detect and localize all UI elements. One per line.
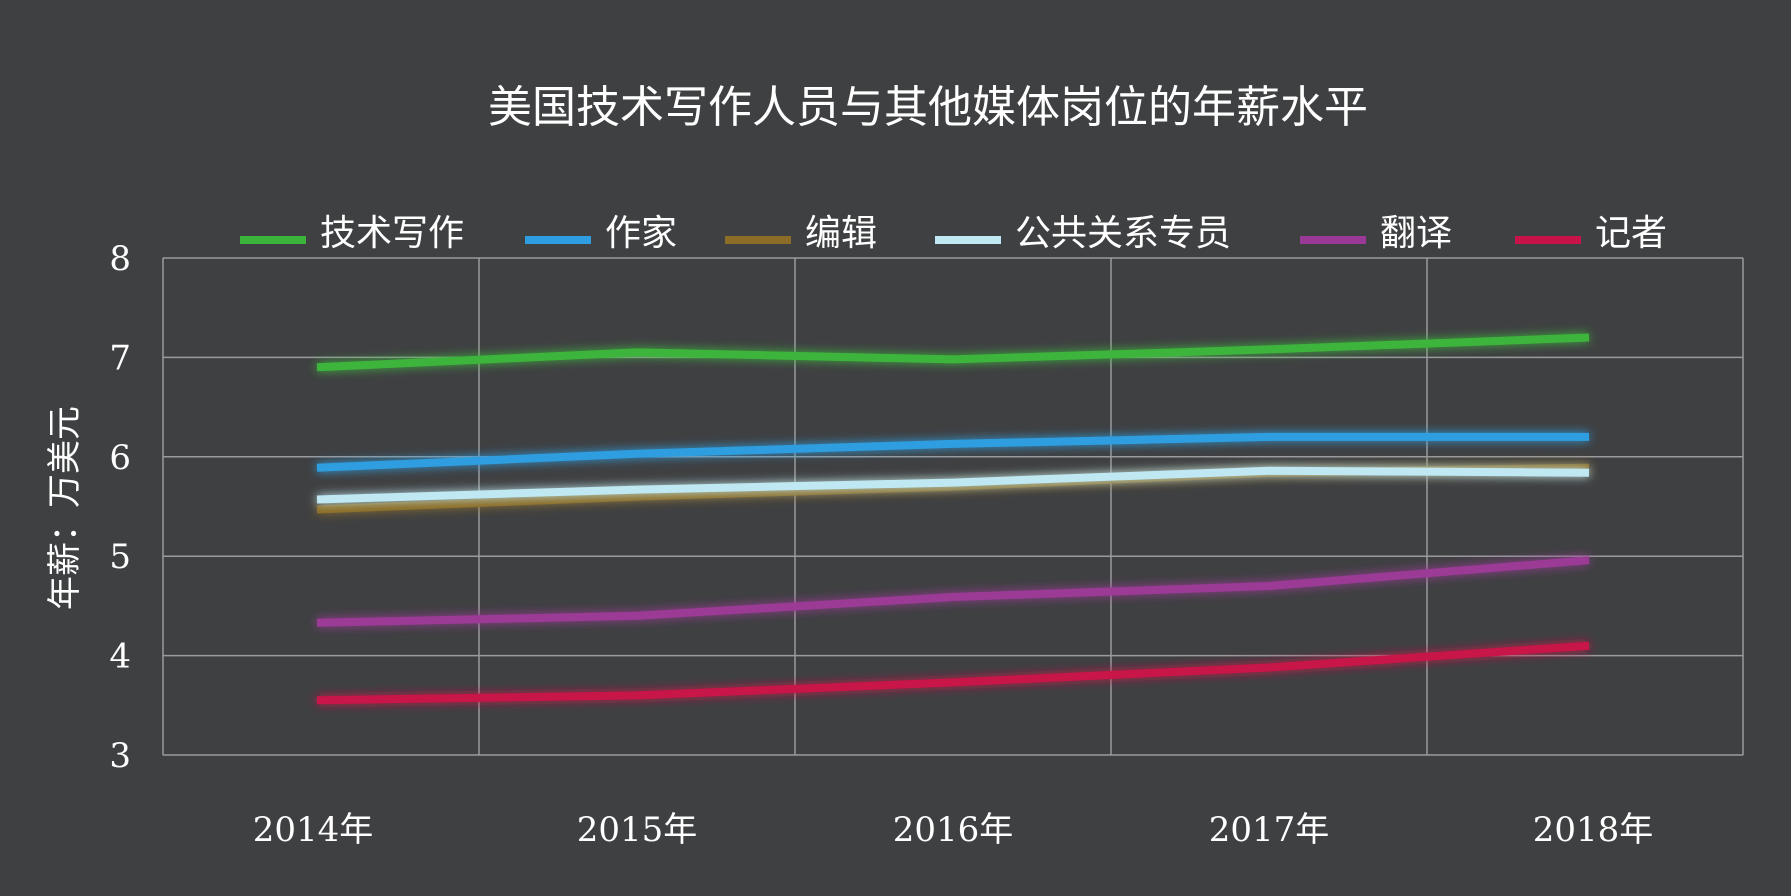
legend-label: 编辑 <box>805 213 877 254</box>
x-tick-label: 2014年 <box>253 810 374 850</box>
y-tick-label: 6 <box>109 438 131 478</box>
y-axis-title: 年薪：万美元 <box>45 406 85 610</box>
series-line-0 <box>316 333 1590 372</box>
legend: 技术写作 作家 编辑 公共关系专员 翻译 记者 <box>240 213 1667 254</box>
legend-label: 作家 <box>605 213 677 254</box>
series-line-4 <box>316 556 1590 627</box>
series-group <box>316 333 1590 705</box>
x-tick-label: 2017年 <box>1209 810 1330 850</box>
y-tick-label: 3 <box>109 736 131 776</box>
series-line-5 <box>316 641 1590 705</box>
y-tick-label: 7 <box>109 338 131 378</box>
chart-title: 美国技术写作人员与其他媒体岗位的年薪水平 <box>488 82 1368 133</box>
legend-label: 翻译 <box>1380 213 1452 254</box>
y-tick-label: 8 <box>109 239 131 279</box>
legend-label: 公共关系专员 <box>1015 213 1231 254</box>
x-tick-label: 2015年 <box>577 810 698 850</box>
x-tick-label: 2018年 <box>1533 810 1654 850</box>
y-axis-ticks: 3 4 5 6 7 8 <box>109 239 131 776</box>
y-tick-label: 4 <box>109 637 131 677</box>
x-axis-ticks: 2014年 2015年 2016年 2017年 2018年 <box>253 810 1654 850</box>
y-tick-label: 5 <box>109 537 131 577</box>
x-tick-label: 2016年 <box>893 810 1014 850</box>
legend-label: 记者 <box>1595 213 1667 254</box>
series-line-1 <box>316 432 1589 472</box>
legend-label: 技术写作 <box>320 213 464 254</box>
series-line-3 <box>316 466 1590 504</box>
